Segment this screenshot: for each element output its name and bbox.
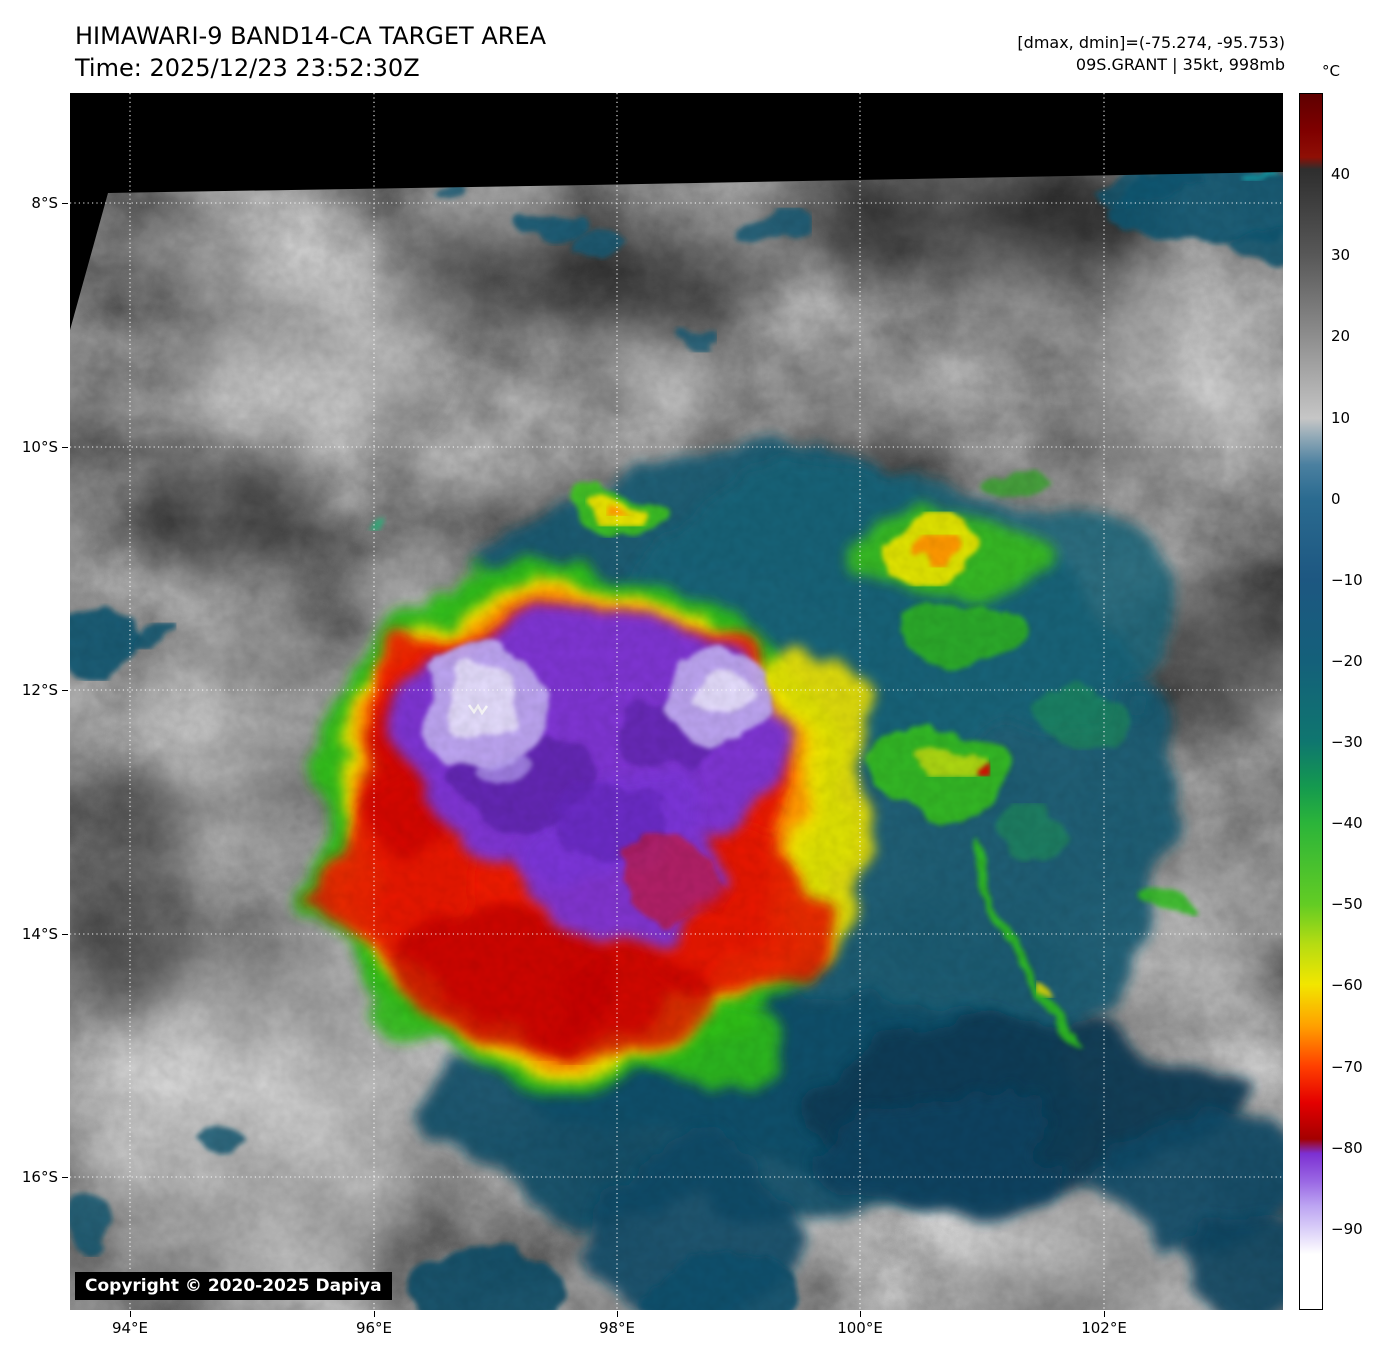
- image-timestamp: Time: 2025/12/23 23:52:30Z: [75, 54, 420, 82]
- data-swath: [70, 172, 1283, 1310]
- lat-tick-label: 10°S: [21, 438, 58, 456]
- colorbar-unit-label: °C: [1322, 62, 1340, 80]
- dmax-dmin-readout: [dmax, dmin]=(-75.274, -95.753): [1017, 33, 1285, 52]
- satellite-ir-map: Copyright © 2020-2025 Dapiya: [70, 93, 1283, 1310]
- storm-info: 09S.GRANT | 35kt, 998mb: [1075, 55, 1285, 74]
- colorbar-tick-label: −20: [1331, 651, 1363, 670]
- lon-tick-label: 98°E: [598, 1319, 636, 1337]
- lon-tick-label: 94°E: [111, 1319, 149, 1337]
- lon-tick-mark: [860, 1311, 861, 1317]
- latlon-gridlines: [70, 93, 1283, 1310]
- page-title: HIMAWARI-9 BAND14-CA TARGET AREA: [75, 22, 547, 50]
- copyright-notice: Copyright © 2020-2025 Dapiya: [75, 1272, 392, 1300]
- lat-tick-mark: [62, 1177, 68, 1178]
- pixel-texture-overlay: [70, 172, 1283, 1310]
- colorbar-tick-label: −50: [1331, 895, 1363, 914]
- header-readouts: [dmax, dmin]=(-75.274, -95.753) 09S.GRAN…: [1017, 32, 1285, 76]
- lon-tick-mark: [617, 1311, 618, 1317]
- lon-tick-label: 100°E: [837, 1319, 883, 1337]
- colorbar-tick-label: 10: [1331, 408, 1351, 427]
- lat-tick-label: 8°S: [31, 194, 58, 212]
- lat-tick-mark: [62, 690, 68, 691]
- lon-tick-label: 96°E: [355, 1319, 393, 1337]
- lat-tick-mark: [62, 934, 68, 935]
- temperature-colorbar: [1299, 93, 1323, 1310]
- lat-tick-mark: [62, 447, 68, 448]
- colorbar-tick-label: −40: [1331, 814, 1363, 833]
- colorbar-tick-label: 40: [1331, 165, 1351, 184]
- colorbar-tick-label: 30: [1331, 246, 1351, 265]
- lon-tick-mark: [374, 1311, 375, 1317]
- lon-tick-mark: [1104, 1311, 1105, 1317]
- lon-tick-label: 102°E: [1081, 1319, 1127, 1337]
- longitude-axis: 94°E 96°E 98°E 100°E 102°E: [70, 1310, 1283, 1340]
- colorbar-tick-label: −30: [1331, 733, 1363, 752]
- lat-tick-label: 14°S: [21, 925, 58, 943]
- colorbar-tick-label: 20: [1331, 327, 1351, 346]
- lon-tick-mark: [130, 1311, 131, 1317]
- colorbar-tick-labels: 40 30 20 10 0 −10 −20 −30 −40 −50 −60 −70 −80 −90: [1331, 93, 1387, 1310]
- lat-tick-label: 16°S: [21, 1168, 58, 1186]
- satellite-ir-image: [70, 93, 1283, 1310]
- colorbar-tick-label: −90: [1331, 1219, 1363, 1238]
- colorbar-tick-label: −60: [1331, 976, 1363, 995]
- colorbar-tick-label: 0: [1331, 489, 1341, 508]
- colorbar-tick-label: −80: [1331, 1138, 1363, 1157]
- latitude-axis: 8°S 10°S 12°S 14°S 16°S: [0, 93, 70, 1310]
- lat-tick-label: 12°S: [21, 681, 58, 699]
- colorbar-tick-label: −70: [1331, 1057, 1363, 1076]
- lat-tick-mark: [62, 203, 68, 204]
- colorbar-tick-label: −10: [1331, 570, 1363, 589]
